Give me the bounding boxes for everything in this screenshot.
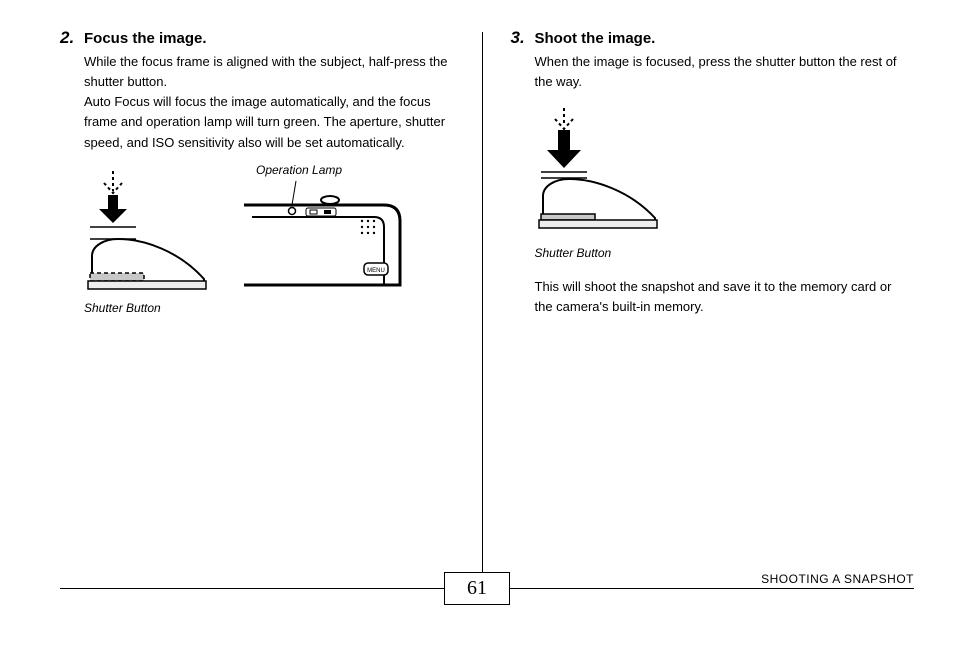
step-2-title: Focus the image. [84, 30, 207, 47]
step-2-body: While the focus frame is aligned with th… [84, 52, 454, 316]
half-press-diagram-icon: MENU [84, 161, 414, 301]
manual-page: 2. Focus the image. While the focus fram… [0, 0, 954, 646]
step-3-figure: Shutter Button [535, 102, 905, 263]
step-3-number: 3. [511, 28, 535, 48]
shutter-button-label-right: Shutter Button [535, 244, 905, 263]
step-3-para-2: This will shoot the snapshot and save it… [535, 277, 905, 317]
step-2-figure: Operation Lamp [84, 161, 454, 316]
operation-lamp-label: Operation Lamp [256, 161, 342, 180]
step-2-para-1: While the focus frame is aligned with th… [84, 52, 454, 92]
step-3-body: When the image is focused, press the shu… [535, 52, 905, 317]
page-footer: SHOOTING A SNAPSHOT 61 [0, 572, 954, 622]
step-2-heading: 2. Focus the image. [60, 28, 454, 48]
page-number: 61 [444, 572, 510, 605]
menu-button-text: MENU [367, 268, 385, 274]
left-column: 2. Focus the image. While the focus fram… [60, 28, 482, 560]
step-3-title: Shoot the image. [535, 30, 656, 47]
full-press-diagram-icon [535, 102, 675, 232]
section-label: SHOOTING A SNAPSHOT [761, 572, 914, 586]
step-2-number: 2. [60, 28, 84, 48]
step-2-para-2: Auto Focus will focus the image automati… [84, 92, 454, 152]
step-3-heading: 3. Shoot the image. [511, 28, 905, 48]
right-column: 3. Shoot the image. When the image is fo… [483, 28, 915, 560]
step-3-para-1: When the image is focused, press the shu… [535, 52, 905, 92]
two-column-content: 2. Focus the image. While the focus fram… [0, 0, 954, 560]
shutter-button-label-left: Shutter Button [84, 299, 161, 318]
